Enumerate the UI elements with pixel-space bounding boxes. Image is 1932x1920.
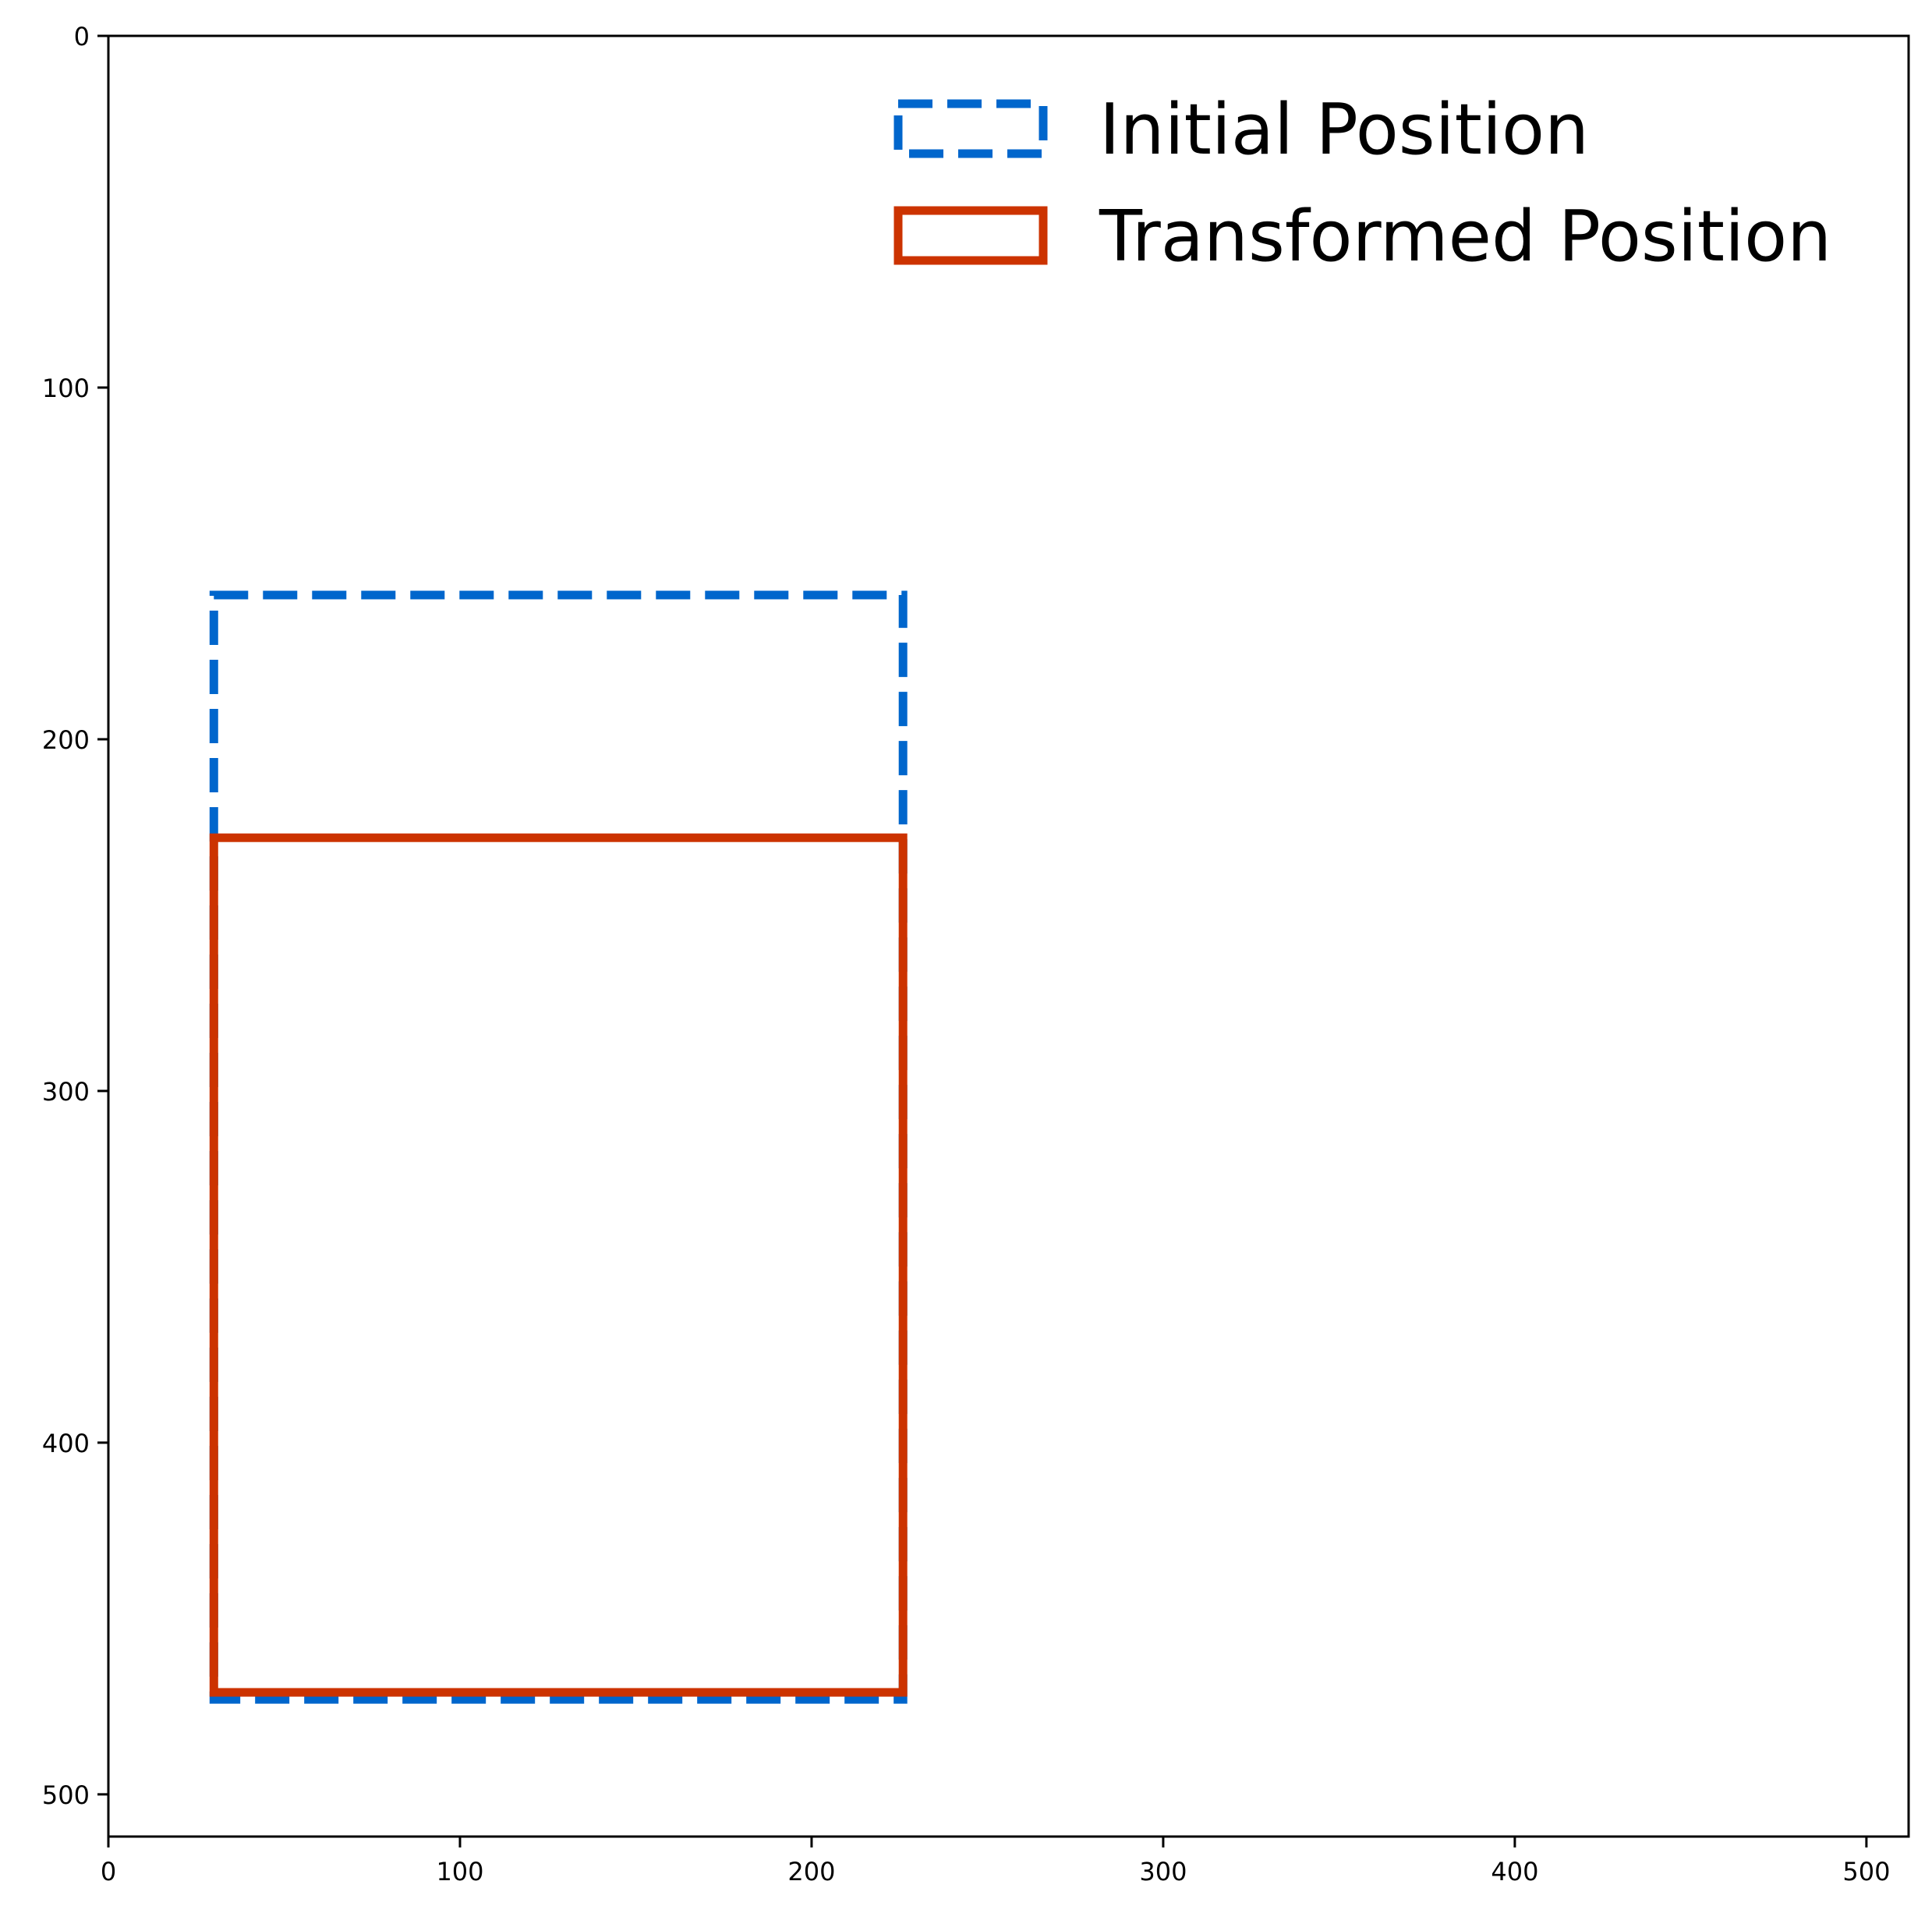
y-tick-label: 100 <box>42 374 90 403</box>
legend-label-initial-position: Initial Position <box>1099 89 1589 171</box>
legend-label-transformed-position: Transformed Position <box>1099 196 1831 278</box>
x-tick-label: 300 <box>1139 1857 1187 1886</box>
y-tick-label: 300 <box>42 1077 90 1107</box>
y-tick-label: 500 <box>42 1780 90 1810</box>
x-tick-label: 200 <box>787 1857 835 1886</box>
y-axis-ticks: 0 100 200 300 400 500 <box>42 22 108 1810</box>
legend-handle-transformed-position <box>893 206 1048 265</box>
legend-handle-initial-position <box>893 99 1048 158</box>
rectangles-layer <box>209 590 908 1704</box>
y-tick-label: 0 <box>74 22 90 51</box>
x-tick-label: 400 <box>1491 1857 1538 1886</box>
y-tick-label: 200 <box>42 725 90 755</box>
axes-frame <box>107 34 1910 1838</box>
x-tick-label: 0 <box>101 1857 116 1886</box>
x-tick-label: 500 <box>1842 1857 1890 1886</box>
x-axis-ticks: 0 100 200 300 400 500 <box>101 1837 1890 1886</box>
rect-transformed-position <box>209 833 908 1697</box>
legend: Initial Position Transformed Position <box>893 89 1831 278</box>
x-tick-label: 100 <box>436 1857 483 1886</box>
y-tick-label: 400 <box>42 1429 90 1458</box>
